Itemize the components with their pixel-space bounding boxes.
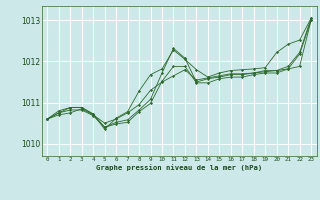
X-axis label: Graphe pression niveau de la mer (hPa): Graphe pression niveau de la mer (hPa) bbox=[96, 164, 262, 171]
